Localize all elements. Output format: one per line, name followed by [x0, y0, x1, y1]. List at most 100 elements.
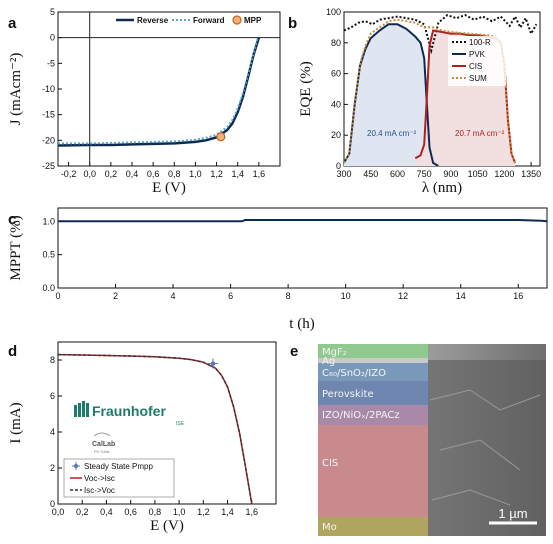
sem-scalebar-label: 1 µm — [498, 506, 527, 521]
sem-layer-mo — [318, 517, 428, 536]
sem-layer-ag — [318, 358, 428, 363]
panel-d-ytick-label: 6 — [50, 391, 55, 401]
legend-label-mpp: MPP — [244, 16, 262, 25]
legend-label-sum: SUM — [469, 74, 487, 83]
panel-c-xtick-label: 2 — [113, 291, 118, 301]
panel-b-ytick-label: 100 — [326, 7, 341, 17]
panel-b-xtick-label: 1350 — [521, 169, 541, 179]
panel-d-xtick-label: 1,6 — [246, 507, 259, 517]
panel-b-legend: 100-R PVK CIS SUM — [448, 36, 506, 86]
panel-b-ytick-label: 80 — [331, 38, 341, 48]
sem-label-etl: C₆₀/SnO₂/IZO — [322, 368, 386, 379]
panel-a-xtick-label: 0,2 — [105, 169, 118, 179]
panel-b-xlabel: λ (nm) — [422, 180, 462, 196]
sem-layer-perovskite — [318, 381, 428, 405]
panel-a-ytick-label: -25 — [42, 161, 55, 171]
mpp-marker — [216, 132, 226, 142]
series-line-pvk — [344, 23, 439, 166]
panel-c-ticks: 0 2 4 6 8 10 12 14 16 0.0 0.5 1.0 — [42, 216, 523, 301]
panel-a-xtick-label: 0,4 — [126, 169, 139, 179]
sem-label-htl: IZO/NiOₓ/2PACz — [322, 410, 400, 421]
panel-c-xtick-label: 14 — [456, 291, 466, 301]
callab-logo-text: CalLab — [92, 441, 115, 448]
legend-label-100r: 100-R — [469, 38, 491, 47]
panel-d-xtick-label: 0,6 — [124, 507, 137, 517]
panel-e: e MgF₂ Ag C₆₀/SnO₂/IZO Perovskite IZO/Ni… — [290, 343, 546, 536]
panel-c-frame — [57, 207, 548, 289]
callab-logo-arc — [93, 432, 111, 437]
panel-b-xtick-label: 750 — [417, 169, 432, 179]
steady-state-marker — [210, 361, 216, 366]
series-line-100r — [344, 13, 538, 55]
panel-a-xtick-label: 1,4 — [231, 169, 244, 179]
panel-d-ytick-label: 4 — [50, 427, 55, 437]
panel-c-xtick-label: 10 — [341, 291, 351, 301]
panel-a-series — [58, 12, 280, 166]
sem-label-mo: Mo — [322, 522, 337, 533]
panel-b-xtick-label: 900 — [443, 169, 458, 179]
legend-label-pvk: PVK — [469, 50, 486, 59]
panel-d-ytick-label: 2 — [50, 463, 55, 473]
panel-d-xtick-label: 1,2 — [197, 507, 210, 517]
panel-a-ytick-label: 5 — [50, 7, 55, 17]
sem-label-cis: CIS — [322, 458, 338, 469]
panel-c-xtick-label: 16 — [513, 291, 523, 301]
panel-tag-a: a — [8, 15, 17, 32]
legend-label-steady: Steady State Pmpp — [84, 462, 153, 471]
panel-d-ytick-label: 0 — [50, 499, 55, 509]
panel-c-series — [58, 219, 547, 223]
callab-logo: CalLab PV Cells — [92, 432, 115, 454]
annotation-cis-current: 20.7 mA cm⁻² — [455, 129, 504, 138]
panel-a-ytick-label: -20 — [42, 135, 55, 145]
sem-layer-cis — [318, 425, 428, 517]
panel-b: 300 450 600 750 900 1050 1200 1350020406080100 … — [298, 7, 541, 196]
panel-d-xtick-label: 1,0 — [173, 507, 186, 517]
panel-b-ytick-label: 20 — [331, 130, 341, 140]
panel-d-xtick-label: 1,4 — [221, 507, 234, 517]
series-line-iscvoc — [58, 353, 253, 504]
panel-c-ylabel: MPPT (%) — [8, 215, 24, 280]
panel-d-series — [58, 353, 253, 504]
fraunhofer-logo-sub: ISE — [176, 421, 185, 427]
legend-steady-dot — [74, 464, 78, 468]
panel-a-ytick-label: 0 — [50, 33, 55, 43]
legend-swatch-mpp — [232, 15, 242, 25]
panel-d-xtick-label: 0,0 — [52, 507, 65, 517]
panel-a-xtick-label: 0,0 — [83, 169, 96, 179]
fraunhofer-bar — [82, 401, 85, 417]
panel-b-ylabel: EQE (%) — [298, 61, 314, 116]
sem-grain-boundaries — [429, 389, 541, 506]
panel-b-xtick-label: 1050 — [468, 169, 488, 179]
panel-a-ytick-label: -5 — [47, 58, 55, 68]
panel-b-xtick-label: 1200 — [494, 169, 514, 179]
panel-a-xtick-label: 1,6 — [253, 169, 266, 179]
panel-a-xlabel: E (V) — [152, 180, 186, 196]
panel-b-xtick-label: 600 — [390, 169, 405, 179]
panel-a-xtick-label: 0,6 — [147, 169, 160, 179]
panel-tag-d: d — [8, 343, 17, 360]
panel-a-xtick-label: 1,0 — [189, 169, 202, 179]
panel-c: 0 2 4 6 8 10 12 14 16 0.0 0.5 1.0 t (h) MPPT (%) — [8, 207, 548, 332]
sem-label-mgf2: MgF₂ — [322, 347, 347, 358]
panel-b-ytick-label: 0 — [336, 161, 341, 171]
panel-b-series — [344, 13, 538, 166]
series-line-sum — [344, 18, 517, 164]
panel-c-ytick-label: 0.0 — [42, 283, 55, 293]
panel-c-xtick-label: 12 — [398, 291, 408, 301]
panel-a-xtick-label: 0,8 — [168, 169, 181, 179]
panel-d: 0,0 0,2 0,4 0,6 0,8 1,0 1,2 1,4 1,6 0 2 4 6 8 E (V) I… — [8, 341, 277, 534]
panel-a: -0,2 0,0 0,2 0,4 0,6 0,8 1,0 1,2 1,4 1,6 -25 -20 -15… — [8, 7, 281, 196]
panel-tag-c: c — [8, 211, 16, 228]
panel-c-xtick-label: 6 — [228, 291, 233, 301]
sem-label-perovskite: Perovskite — [322, 389, 374, 400]
fraunhofer-bar — [86, 403, 89, 417]
series-fill-pvk — [344, 24, 439, 166]
legend-label-voc-isc: Voc->Isc — [84, 474, 115, 483]
panel-b-ytick-label: 40 — [331, 99, 341, 109]
panel-d-xtick-label: 0,4 — [100, 507, 113, 517]
panel-a-ytick-label: -15 — [42, 110, 55, 120]
panel-c-ytick-label: 0.5 — [42, 250, 55, 260]
sem-bulk-region — [428, 360, 546, 536]
fraunhofer-logo: Fraunhofer ISE — [74, 401, 185, 427]
